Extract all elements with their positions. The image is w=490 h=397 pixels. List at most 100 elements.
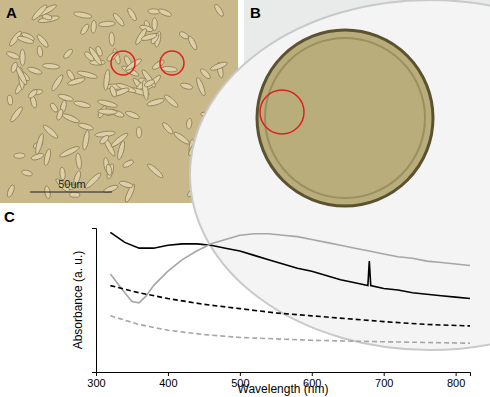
panel-b: B xyxy=(190,0,490,350)
highlight-circle xyxy=(111,51,135,75)
y-axis xyxy=(92,229,97,373)
cell xyxy=(42,123,60,139)
x-tick-mark xyxy=(384,372,385,376)
cell xyxy=(9,105,24,123)
series-line xyxy=(110,286,470,326)
cell xyxy=(141,32,158,42)
panel-label: C xyxy=(4,208,15,225)
cell xyxy=(143,78,155,88)
panel-label: A xyxy=(6,4,17,21)
cell xyxy=(199,67,212,80)
cell xyxy=(163,93,180,108)
cell xyxy=(173,131,191,146)
cell xyxy=(210,61,229,72)
cell xyxy=(109,85,118,98)
cell xyxy=(30,3,48,21)
cell xyxy=(180,82,193,90)
cell xyxy=(21,169,33,177)
cell xyxy=(42,63,60,70)
x-tick-mark xyxy=(312,372,313,376)
cell xyxy=(151,58,165,71)
cell xyxy=(57,93,74,103)
cell xyxy=(125,110,141,120)
cell xyxy=(17,35,35,45)
cell xyxy=(84,171,103,189)
cell xyxy=(99,134,111,145)
cell xyxy=(91,20,97,33)
x-tick-mark xyxy=(456,372,457,376)
cell xyxy=(146,162,164,179)
cell xyxy=(7,95,13,106)
cell xyxy=(136,127,142,138)
cell xyxy=(79,23,90,36)
cell xyxy=(187,35,199,51)
cell xyxy=(62,48,74,60)
x-axis-line xyxy=(97,373,471,377)
cell xyxy=(126,7,138,22)
y-axis-line xyxy=(92,229,97,373)
cell xyxy=(105,164,112,176)
coin xyxy=(257,30,433,206)
cell xyxy=(83,50,95,62)
x-tick-label: 700 xyxy=(375,377,393,389)
x-tick-label: 300 xyxy=(87,377,105,389)
x-tick-label: 400 xyxy=(159,377,177,389)
cell xyxy=(36,33,50,48)
x-tick: 400 xyxy=(159,372,177,389)
cell xyxy=(158,8,173,18)
coin-rim xyxy=(265,38,425,198)
cell xyxy=(73,100,91,109)
cell xyxy=(195,77,207,97)
cell xyxy=(82,130,91,150)
cell xyxy=(70,192,81,198)
cell xyxy=(55,108,64,121)
cell xyxy=(98,21,115,28)
cell xyxy=(61,112,80,124)
cell xyxy=(186,118,193,129)
cell xyxy=(36,46,43,58)
figure: 50umABC300400500600700800Wavelength (nm)… xyxy=(0,0,490,397)
cell xyxy=(67,76,86,86)
x-tick: 700 xyxy=(375,372,393,389)
cell xyxy=(161,121,174,135)
cell xyxy=(119,180,134,189)
cell xyxy=(73,11,93,20)
cell xyxy=(109,32,115,46)
cell xyxy=(78,122,94,131)
petri-dish xyxy=(190,0,490,350)
cell xyxy=(146,97,165,107)
cell xyxy=(27,88,38,99)
cell xyxy=(10,61,19,73)
series-line xyxy=(110,316,470,343)
scale-bar-label: 50um xyxy=(58,178,86,190)
panel-label: B xyxy=(250,4,261,21)
cell xyxy=(14,153,26,159)
x-axis-title: Wavelength (nm) xyxy=(238,382,329,396)
x-tick: 300 xyxy=(87,372,105,389)
x-tick-label: 800 xyxy=(447,377,465,389)
cell xyxy=(6,50,21,60)
series-line xyxy=(110,232,470,298)
highlight-circle xyxy=(260,90,304,134)
cell xyxy=(98,109,118,115)
highlight-circle xyxy=(160,51,184,75)
x-tick-mark xyxy=(240,372,241,376)
cell xyxy=(103,69,111,90)
cell xyxy=(106,163,115,179)
cell xyxy=(49,102,59,113)
cell xyxy=(116,140,126,160)
cell xyxy=(27,66,43,76)
cell xyxy=(50,74,65,93)
y-axis-title: Absorbance (a. u.) xyxy=(71,251,85,350)
cell xyxy=(20,49,25,65)
x-tick: 800 xyxy=(447,372,465,389)
x-tick-mark xyxy=(168,372,169,376)
cell xyxy=(213,3,225,17)
cell xyxy=(6,184,16,198)
cell xyxy=(75,153,82,170)
cell xyxy=(97,99,118,109)
cell xyxy=(122,159,135,169)
cell xyxy=(43,148,52,166)
cell xyxy=(34,133,45,155)
plot-lines xyxy=(110,232,470,343)
